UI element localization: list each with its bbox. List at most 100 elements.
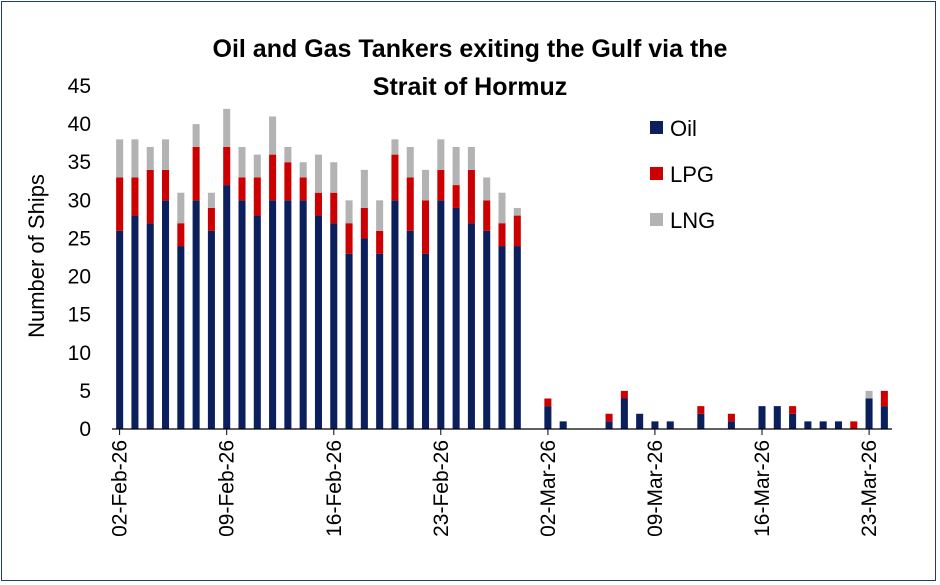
bar-lpg-44 [789, 406, 797, 414]
bar-lng-5 [192, 124, 200, 147]
bar-oil-17 [376, 253, 384, 429]
bar-lng-11 [284, 146, 292, 163]
y-ticks-group: 0 5 10 15 20 25 30 35 40 45 [68, 75, 91, 441]
bar-lng-22 [452, 146, 460, 186]
bars-group [116, 108, 888, 429]
bar-lpg-19 [406, 177, 414, 231]
bar-lpg-12 [299, 177, 307, 201]
bar-lng-13 [314, 154, 322, 193]
bar-lpg-9 [253, 177, 261, 216]
bar-oil-25 [498, 246, 506, 429]
bar-oil-2 [146, 223, 154, 429]
x-tick-label: 02-Feb-26 [109, 440, 132, 537]
y-tick-label: 30 [68, 189, 91, 212]
y-tick-label: 45 [68, 75, 91, 98]
chart-title-line-1: Oil and Gas Tankers exiting the Gulf via… [213, 35, 728, 63]
bar-oil-3 [162, 200, 170, 429]
bar-lpg-0 [116, 177, 124, 231]
bar-oil-32 [605, 421, 613, 429]
bar-oil-13 [314, 215, 322, 429]
bar-lng-12 [299, 162, 307, 178]
x-tick-label: 02-Mar-26 [537, 440, 560, 537]
bar-oil-33 [620, 398, 628, 429]
bar-lpg-11 [284, 162, 292, 201]
bar-lng-23 [467, 146, 475, 170]
bar-lpg-5 [192, 146, 200, 201]
bar-oil-50 [880, 406, 888, 429]
bar-lpg-33 [620, 390, 628, 399]
bar-lng-8 [238, 146, 246, 178]
y-tick-label: 35 [68, 151, 91, 174]
bar-lng-21 [437, 139, 445, 170]
y-tick-label: 40 [68, 113, 91, 136]
x-tick-label: 23-Mar-26 [858, 440, 881, 537]
bar-lng-16 [360, 169, 368, 208]
bar-oil-26 [513, 246, 521, 429]
bar-oil-45 [804, 421, 812, 429]
bar-lng-7 [223, 108, 231, 147]
y-tick-label: 20 [68, 266, 91, 289]
bar-lpg-10 [269, 154, 277, 201]
bar-oil-10 [269, 200, 277, 429]
bar-oil-28 [544, 406, 552, 429]
legend-swatch-lpg [650, 167, 663, 180]
chart-title-line-2: Strait of Hormuz [373, 73, 567, 101]
bar-lng-4 [177, 192, 185, 224]
bar-oil-15 [345, 253, 353, 429]
bar-lng-24 [483, 177, 491, 201]
bar-lng-9 [253, 154, 261, 178]
bar-oil-1 [131, 215, 139, 429]
x-tick-label: 09-Feb-26 [216, 440, 239, 537]
bar-oil-23 [467, 223, 475, 429]
bar-oil-5 [192, 200, 200, 429]
bar-oil-47 [834, 421, 842, 429]
bar-lng-49 [865, 390, 873, 399]
bar-lpg-38 [697, 406, 705, 414]
bar-lpg-8 [238, 177, 246, 201]
bar-oil-12 [299, 200, 307, 429]
legend-swatch-oil [650, 121, 663, 134]
bar-lpg-23 [467, 169, 475, 224]
bar-lpg-18 [391, 154, 399, 201]
bar-lng-17 [376, 200, 384, 231]
bar-lpg-20 [422, 200, 430, 254]
y-tick-label: 10 [68, 342, 91, 365]
bar-lpg-13 [314, 192, 322, 216]
bar-oil-7 [223, 185, 231, 429]
bar-lpg-22 [452, 185, 460, 208]
bar-oil-49 [865, 398, 873, 429]
y-tick-label: 5 [79, 380, 91, 403]
bar-oil-46 [819, 421, 827, 429]
bar-lng-18 [391, 139, 399, 155]
bar-oil-0 [116, 230, 124, 429]
bar-lpg-21 [437, 169, 445, 201]
bar-lng-14 [330, 162, 338, 193]
x-tick-label: 23-Feb-26 [430, 440, 453, 537]
bar-oil-16 [360, 238, 368, 429]
bar-lpg-1 [131, 177, 139, 216]
bar-lpg-17 [376, 230, 384, 254]
bar-oil-18 [391, 200, 399, 429]
bar-lpg-32 [605, 413, 613, 422]
bar-lpg-4 [177, 223, 185, 247]
y-axis-label: Number of Ships [24, 174, 49, 338]
legend-label-oil: Oil [670, 116, 697, 141]
bar-lpg-48 [850, 421, 858, 429]
bar-lpg-40 [727, 413, 735, 422]
bar-lng-20 [422, 169, 430, 201]
bar-oil-35 [651, 421, 659, 429]
x-ticks-group: 02-Feb-26 09-Feb-26 16-Feb-26 23-Feb-26 02-M… [109, 429, 881, 537]
bar-lng-19 [406, 146, 414, 178]
bar-oil-24 [483, 230, 491, 429]
bar-lng-6 [207, 192, 215, 208]
bar-oil-44 [789, 413, 797, 429]
bar-lpg-28 [544, 398, 552, 407]
bar-lpg-3 [162, 169, 170, 201]
x-tick-label: 16-Feb-26 [323, 440, 346, 537]
bar-oil-29 [559, 421, 567, 429]
legend-swatch-lng [650, 213, 663, 226]
bar-lng-10 [269, 116, 277, 155]
legend-label-lpg: LPG [670, 162, 714, 187]
bar-oil-4 [177, 246, 185, 429]
